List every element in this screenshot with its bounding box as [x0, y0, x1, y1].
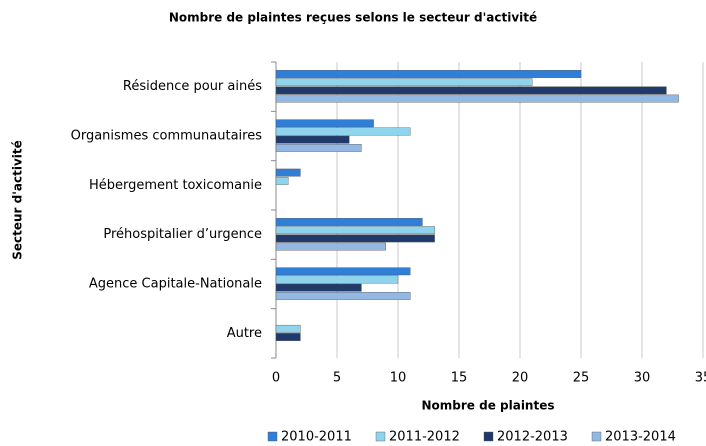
y-tick-label: Organismes communautaires: [71, 129, 263, 144]
bar: [275, 70, 582, 78]
y-tick-label: Agence Capitale-Nationale: [89, 277, 262, 292]
bar: [275, 127, 411, 136]
bar: [275, 135, 350, 144]
y-tick-label: Hébergement toxicomanie: [89, 178, 262, 193]
x-tick-label: 35: [695, 371, 706, 386]
legend-swatch: [267, 431, 278, 442]
x-axis-label: Nombre de plaintes: [422, 399, 555, 413]
bar: [275, 333, 301, 341]
x-tick-label: 30: [634, 371, 651, 386]
y-tick-label: Autre: [227, 326, 262, 341]
x-tick-label: 10: [390, 371, 407, 386]
legend-label: 2012-2013: [497, 430, 568, 445]
legend-label: 2011-2012: [389, 430, 460, 445]
bar: [275, 283, 362, 292]
bar: [275, 86, 667, 95]
x-tick-label: 0: [272, 371, 280, 386]
legend-label: 2013-2014: [605, 430, 676, 445]
legend-swatch: [375, 431, 386, 442]
legend-swatch: [483, 431, 494, 442]
x-tick-label: 25: [573, 371, 590, 386]
bar: [275, 234, 435, 243]
bar: [275, 292, 411, 300]
x-tick-label: 20: [512, 371, 529, 386]
x-tick-label: 15: [451, 371, 468, 386]
bar: [275, 267, 411, 276]
bar: [275, 94, 679, 103]
y-tick-label: Préhospitalier d’urgence: [103, 227, 262, 242]
legend-label: 2010-2011: [281, 430, 352, 445]
bar: [275, 176, 289, 185]
legend-swatch: [591, 431, 602, 442]
bar: [275, 143, 362, 152]
bar: [275, 242, 387, 251]
x-tick-label: 5: [333, 371, 341, 386]
bar: [275, 218, 423, 226]
bar: [275, 275, 399, 284]
bar: [275, 168, 301, 177]
bar: [275, 119, 374, 128]
bar: [275, 226, 435, 235]
y-tick-label: Résidence pour ainés: [123, 79, 262, 94]
bar: [275, 78, 533, 87]
y-axis-label: Secteur d'activité: [11, 140, 25, 260]
chart-title: Nombre de plaintes reçues selons le sect…: [169, 11, 537, 25]
bar: [275, 324, 301, 333]
